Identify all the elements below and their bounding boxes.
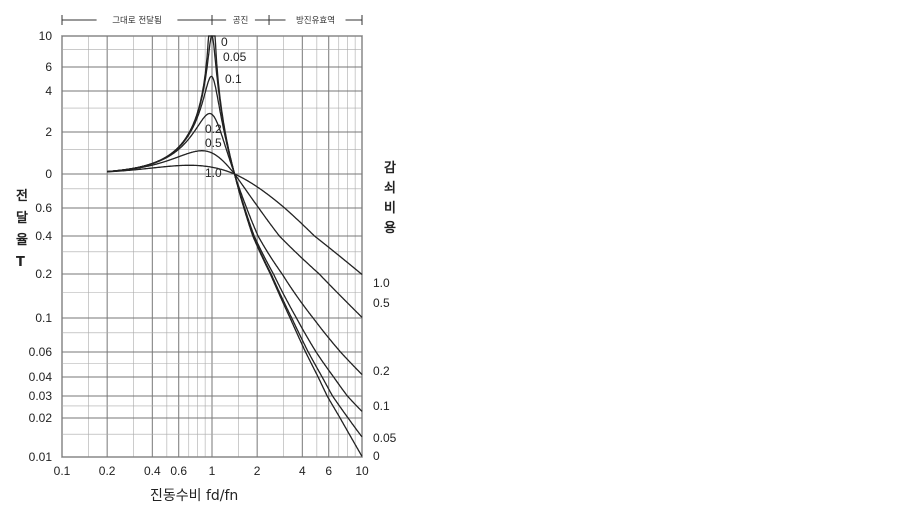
y-tick-label: 0.6 [35, 201, 52, 215]
y-tick-label: 0.04 [29, 370, 53, 384]
curve-label-right: 0.1 [373, 399, 390, 413]
curve-label-peak: 0.2 [205, 122, 222, 136]
series-line [107, 35, 363, 457]
curve-label-right: 0 [373, 449, 380, 463]
curve-label-peak: 0.05 [223, 50, 247, 64]
curve-label-right: 0.5 [373, 296, 390, 310]
y-tick-label: 0.01 [29, 450, 53, 464]
region-label: 공진 [233, 15, 249, 26]
y-tick-label: 6 [45, 60, 52, 74]
curve-label-right: 0.2 [373, 364, 390, 378]
y-tick-label: 0.03 [29, 389, 53, 403]
tick-labels: 0.1 0.2 0.4 0.6 1 2 4 6 10 10 6 4 2 0 0.6 0.4 0.2 0.1 0.06… [29, 29, 369, 478]
y-tick-label: 0.2 [35, 267, 52, 281]
curve-label-peak: 1.0 [205, 166, 222, 180]
curve-label-right: 0.05 [373, 431, 397, 445]
x-tick-label: 0.2 [99, 464, 116, 478]
x-tick-label: 10 [355, 464, 369, 478]
y-tick-label: 0.4 [35, 229, 52, 243]
curve-labels: 00.050.10.20.51.01.00.50.20.10.050 [205, 35, 397, 463]
x-tick-label: 4 [299, 464, 306, 478]
region-bar: 그대로 전달됨 공진 방진유효역 [61, 15, 363, 26]
series-line [107, 164, 363, 276]
x-tick-label: 2 [254, 464, 261, 478]
y-tick-label: 0.1 [35, 311, 52, 325]
x-tick-label: 1 [209, 464, 216, 478]
y-tick-label: 4 [45, 84, 52, 98]
y-tick-label: 0 [45, 167, 52, 181]
x-tick-label: 0.6 [170, 464, 187, 478]
curve-label-peak: 0 [221, 35, 228, 49]
y-tick-label: 0.06 [29, 345, 53, 359]
x-axis-title: 진동수비 fd/fn [150, 488, 238, 504]
region-label: 방진유효역 [296, 15, 335, 26]
y-tick-label: 0.02 [29, 411, 53, 425]
x-tick-label: 0.1 [54, 464, 71, 478]
x-tick-label: 0.4 [144, 464, 161, 478]
region-label: 그대로 전달됨 [112, 15, 162, 26]
y-tick-label: 10 [39, 29, 53, 43]
y-tick-label: 2 [45, 125, 52, 139]
curve-label-right: 1.0 [373, 276, 390, 290]
curve-label-peak: 0.1 [225, 72, 242, 86]
curve-label-peak: 0.5 [205, 136, 222, 150]
x-tick-label: 6 [325, 464, 332, 478]
curves [107, 35, 363, 457]
grid [61, 35, 363, 458]
